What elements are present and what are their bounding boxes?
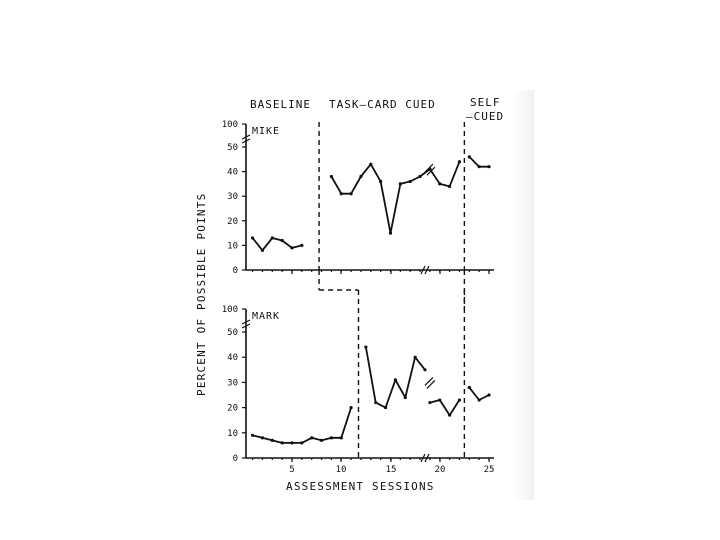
data-point [448,184,452,188]
data-point [310,436,314,440]
data-point [300,243,304,247]
data-series-line [468,386,490,401]
data-point [349,192,353,196]
data-point [374,400,378,405]
series-break-mark [424,163,436,176]
y-tick-label: 10 [227,241,238,251]
data-point [339,436,343,440]
y-tick-label: 100 [222,305,238,315]
y-tick-label: 30 [227,192,238,202]
y-tick-label: 0 [233,266,238,276]
data-series-line [330,163,431,234]
phase-label-baseline: BASELINE [250,98,311,111]
x-tick-label: 25 [484,465,495,475]
data-point [428,400,432,405]
data-point [329,436,333,440]
data-point [280,441,284,445]
data-point [251,236,255,240]
y-tick-label: 40 [227,353,238,363]
data-point [329,174,333,179]
data-point [487,393,491,397]
data-point [339,192,343,196]
data-point [260,436,265,440]
y-tick-label: 50 [227,328,238,338]
y-tick-label: 20 [227,404,238,414]
data-point [359,174,363,179]
data-point [398,182,402,186]
axis-break-mark [420,265,430,275]
data-point [408,179,412,184]
data-point [403,395,407,400]
data-point [477,165,481,169]
y-axis-label: PERCENT OF POSSIBLE POINTS [195,193,208,396]
data-point [448,413,452,417]
x-tick-label: 10 [336,465,347,475]
phase-label-task-card: TASK–CARD CUED [329,98,436,111]
data-point [270,438,274,442]
data-point [300,441,304,445]
data-point [467,155,471,159]
data-point [418,174,422,179]
series-break-mark [424,376,436,389]
data-point [438,398,442,402]
data-point [413,355,417,359]
y-tick-label: 40 [227,168,238,178]
data-point [290,441,294,445]
data-point [369,162,373,166]
data-series-line [251,237,303,252]
data-point [319,438,324,442]
y-tick-label: 20 [227,217,238,227]
y-tick-label: 50 [227,143,238,153]
data-point [270,236,274,240]
data-point [379,179,383,184]
data-point [457,160,462,164]
y-tick-label: 0 [233,454,238,464]
x-axis-label: ASSESSMENT SESSIONS [286,480,435,493]
data-point [388,231,393,235]
data-series-line [429,161,461,188]
data-point [290,246,294,250]
data-point [251,433,255,437]
data-point [423,368,427,372]
panels: 0 10 20 30 40 50 100 MIKE 0 10 20 30 40 50 100 5 10 15 20 2… [222,120,495,475]
data-point [467,385,471,390]
y-tick-label: 100 [222,120,238,130]
data-point [349,406,353,410]
data-point [383,406,388,410]
data-point [364,345,368,349]
data-point [438,182,442,186]
data-point [260,248,265,252]
data-point [487,165,491,169]
data-point [457,398,462,402]
x-tick-label: 20 [435,465,446,475]
panel-mark: 0 10 20 30 40 50 100 5 10 15 20 25 MARK [222,290,495,475]
subject-label: MIKE [252,126,280,137]
phase-label-self: SELF [470,96,501,109]
subject-label: MARK [252,311,280,322]
axis-break-mark [420,453,430,463]
data-series-line [429,399,461,417]
y-tick-label: 30 [227,378,238,388]
axis-break-mark [241,134,251,144]
data-series-line [252,407,352,444]
data-point [280,238,284,243]
x-tick-label: 15 [386,465,397,475]
data-point [393,378,398,382]
data-point [477,398,481,402]
axis-break-mark [241,319,251,329]
phase-label-cued: –CUED [466,110,504,123]
panel-mike: 0 10 20 30 40 50 100 MIKE [222,120,494,276]
y-tick-label: 10 [227,429,238,439]
scan-shadow [512,90,534,500]
x-tick-label: 5 [289,465,294,475]
